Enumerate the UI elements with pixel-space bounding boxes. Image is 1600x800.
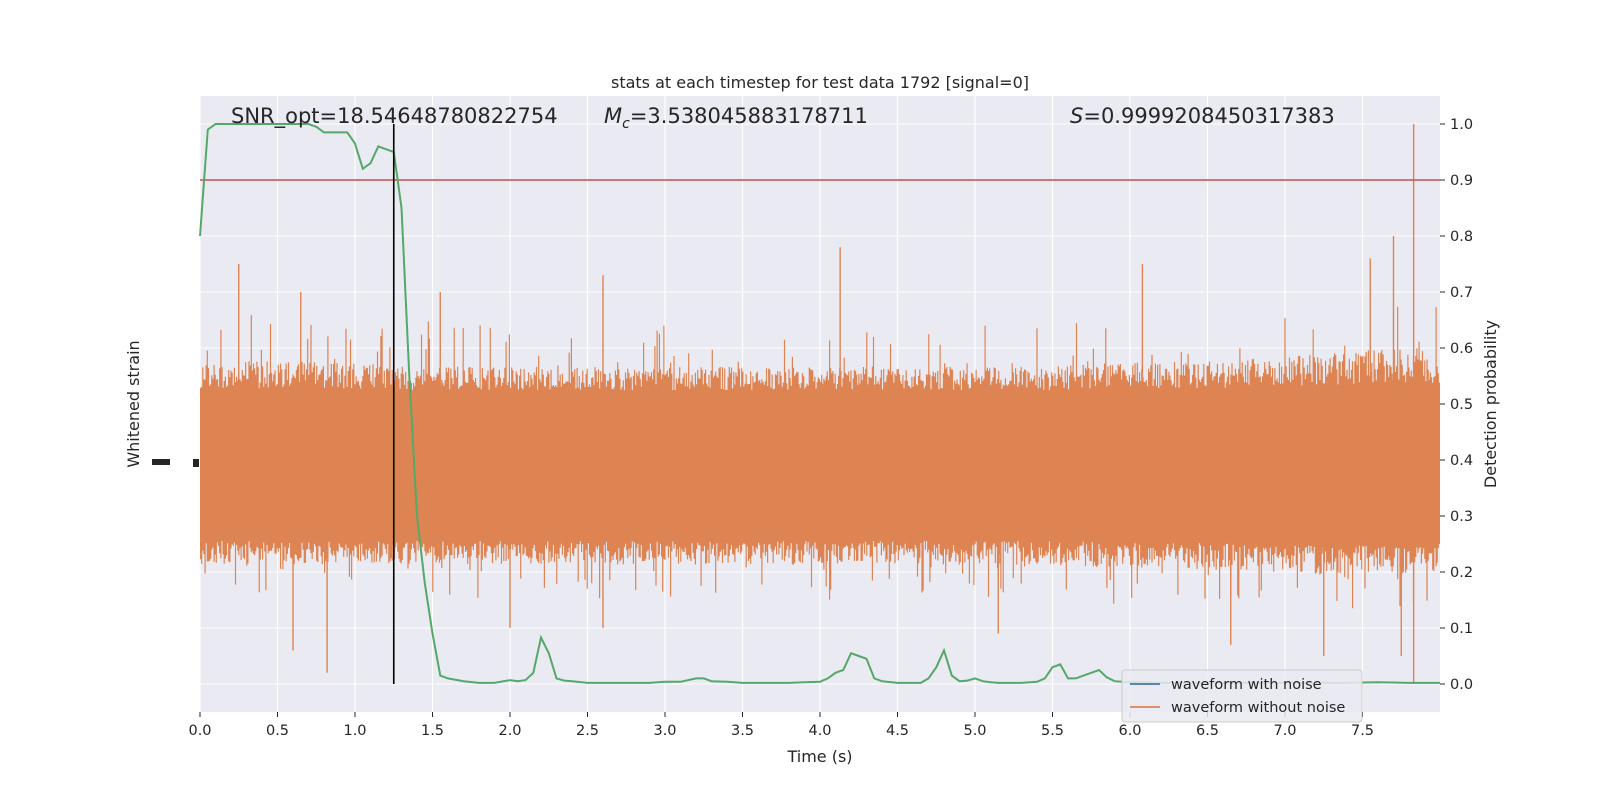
legend: waveform with noise waveform without noi… (1121, 669, 1363, 723)
legend-label-with-noise: waveform with noise (1171, 677, 1322, 693)
x-tick-label: 3.0 (653, 723, 676, 739)
x-tick-label: 4.5 (886, 723, 909, 739)
mc-subscript: c (622, 116, 630, 132)
y-axis-label-right: Detection probability (1481, 320, 1500, 488)
x-tick-label: 1.0 (343, 723, 366, 739)
y-tick-label-right: 0.9 (1450, 173, 1473, 189)
x-axis-label: Time (s) (786, 747, 852, 766)
x-tick-label: 7.5 (1351, 723, 1374, 739)
x-tick-label: 2.5 (576, 723, 599, 739)
y-tick-label-right: 0.7 (1450, 285, 1473, 301)
snr-annotation: SNR_opt=18.54648780822754 (231, 104, 558, 129)
mc-symbol: M (604, 104, 622, 128)
strain-waveform (200, 124, 1440, 684)
mc-annotation: Mc=3.538045883178711 (604, 104, 868, 132)
s-value: =0.9999208450317383 (1083, 104, 1334, 128)
strain-noise-lines (200, 306, 1440, 609)
chart-title: stats at each timestep for test data 179… (611, 73, 1029, 92)
x-tick-label: 6.5 (1196, 723, 1219, 739)
s-symbol: S (1070, 104, 1083, 128)
x-tick-label: 1.5 (421, 723, 444, 739)
y-tick-label-right: 0.0 (1450, 677, 1473, 693)
x-tick-label: 5.5 (1041, 723, 1064, 739)
legend-label-without-noise: waveform without noise (1171, 700, 1345, 716)
y-tick-label-right: 1.0 (1450, 117, 1473, 133)
left-axis-tick-mark (193, 459, 199, 467)
y-tick-label-right: 0.1 (1450, 621, 1473, 637)
left-axis-tick-cluster (152, 459, 170, 465)
x-tick-label: 7.0 (1273, 723, 1296, 739)
x-tick-label: 0.5 (266, 723, 289, 739)
mc-value: =3.538045883178711 (630, 104, 868, 128)
x-tick-label: 2.0 (498, 723, 521, 739)
x-tick-label: 4.0 (808, 723, 831, 739)
y-tick-label-right: 0.4 (1450, 453, 1473, 469)
legend-box (1121, 669, 1363, 723)
ticks: 0.0 0.5 1.0 1.5 2.0 2.5 3.0 3.5 4.0 4.5 5.0 5.5 6.0 6… (152, 117, 1473, 739)
y-tick-label-right: 0.8 (1450, 229, 1473, 245)
y-tick-label-right: 0.3 (1450, 509, 1473, 525)
x-tick-label: 0.0 (188, 723, 211, 739)
y-tick-label-right: 0.5 (1450, 397, 1473, 413)
x-tick-label: 6.0 (1118, 723, 1141, 739)
detection-probability-line (199, 123, 1440, 684)
y-tick-label-right: 0.2 (1450, 565, 1473, 581)
s-annotation: S=0.9999208450317383 (1070, 104, 1335, 128)
x-tick-label: 3.5 (731, 723, 754, 739)
y-tick-label-right: 0.6 (1450, 341, 1473, 357)
y-axis-label-left: Whitened strain (124, 340, 143, 467)
x-tick-label: 5.0 (963, 723, 986, 739)
overlay-lines (199, 123, 1440, 684)
